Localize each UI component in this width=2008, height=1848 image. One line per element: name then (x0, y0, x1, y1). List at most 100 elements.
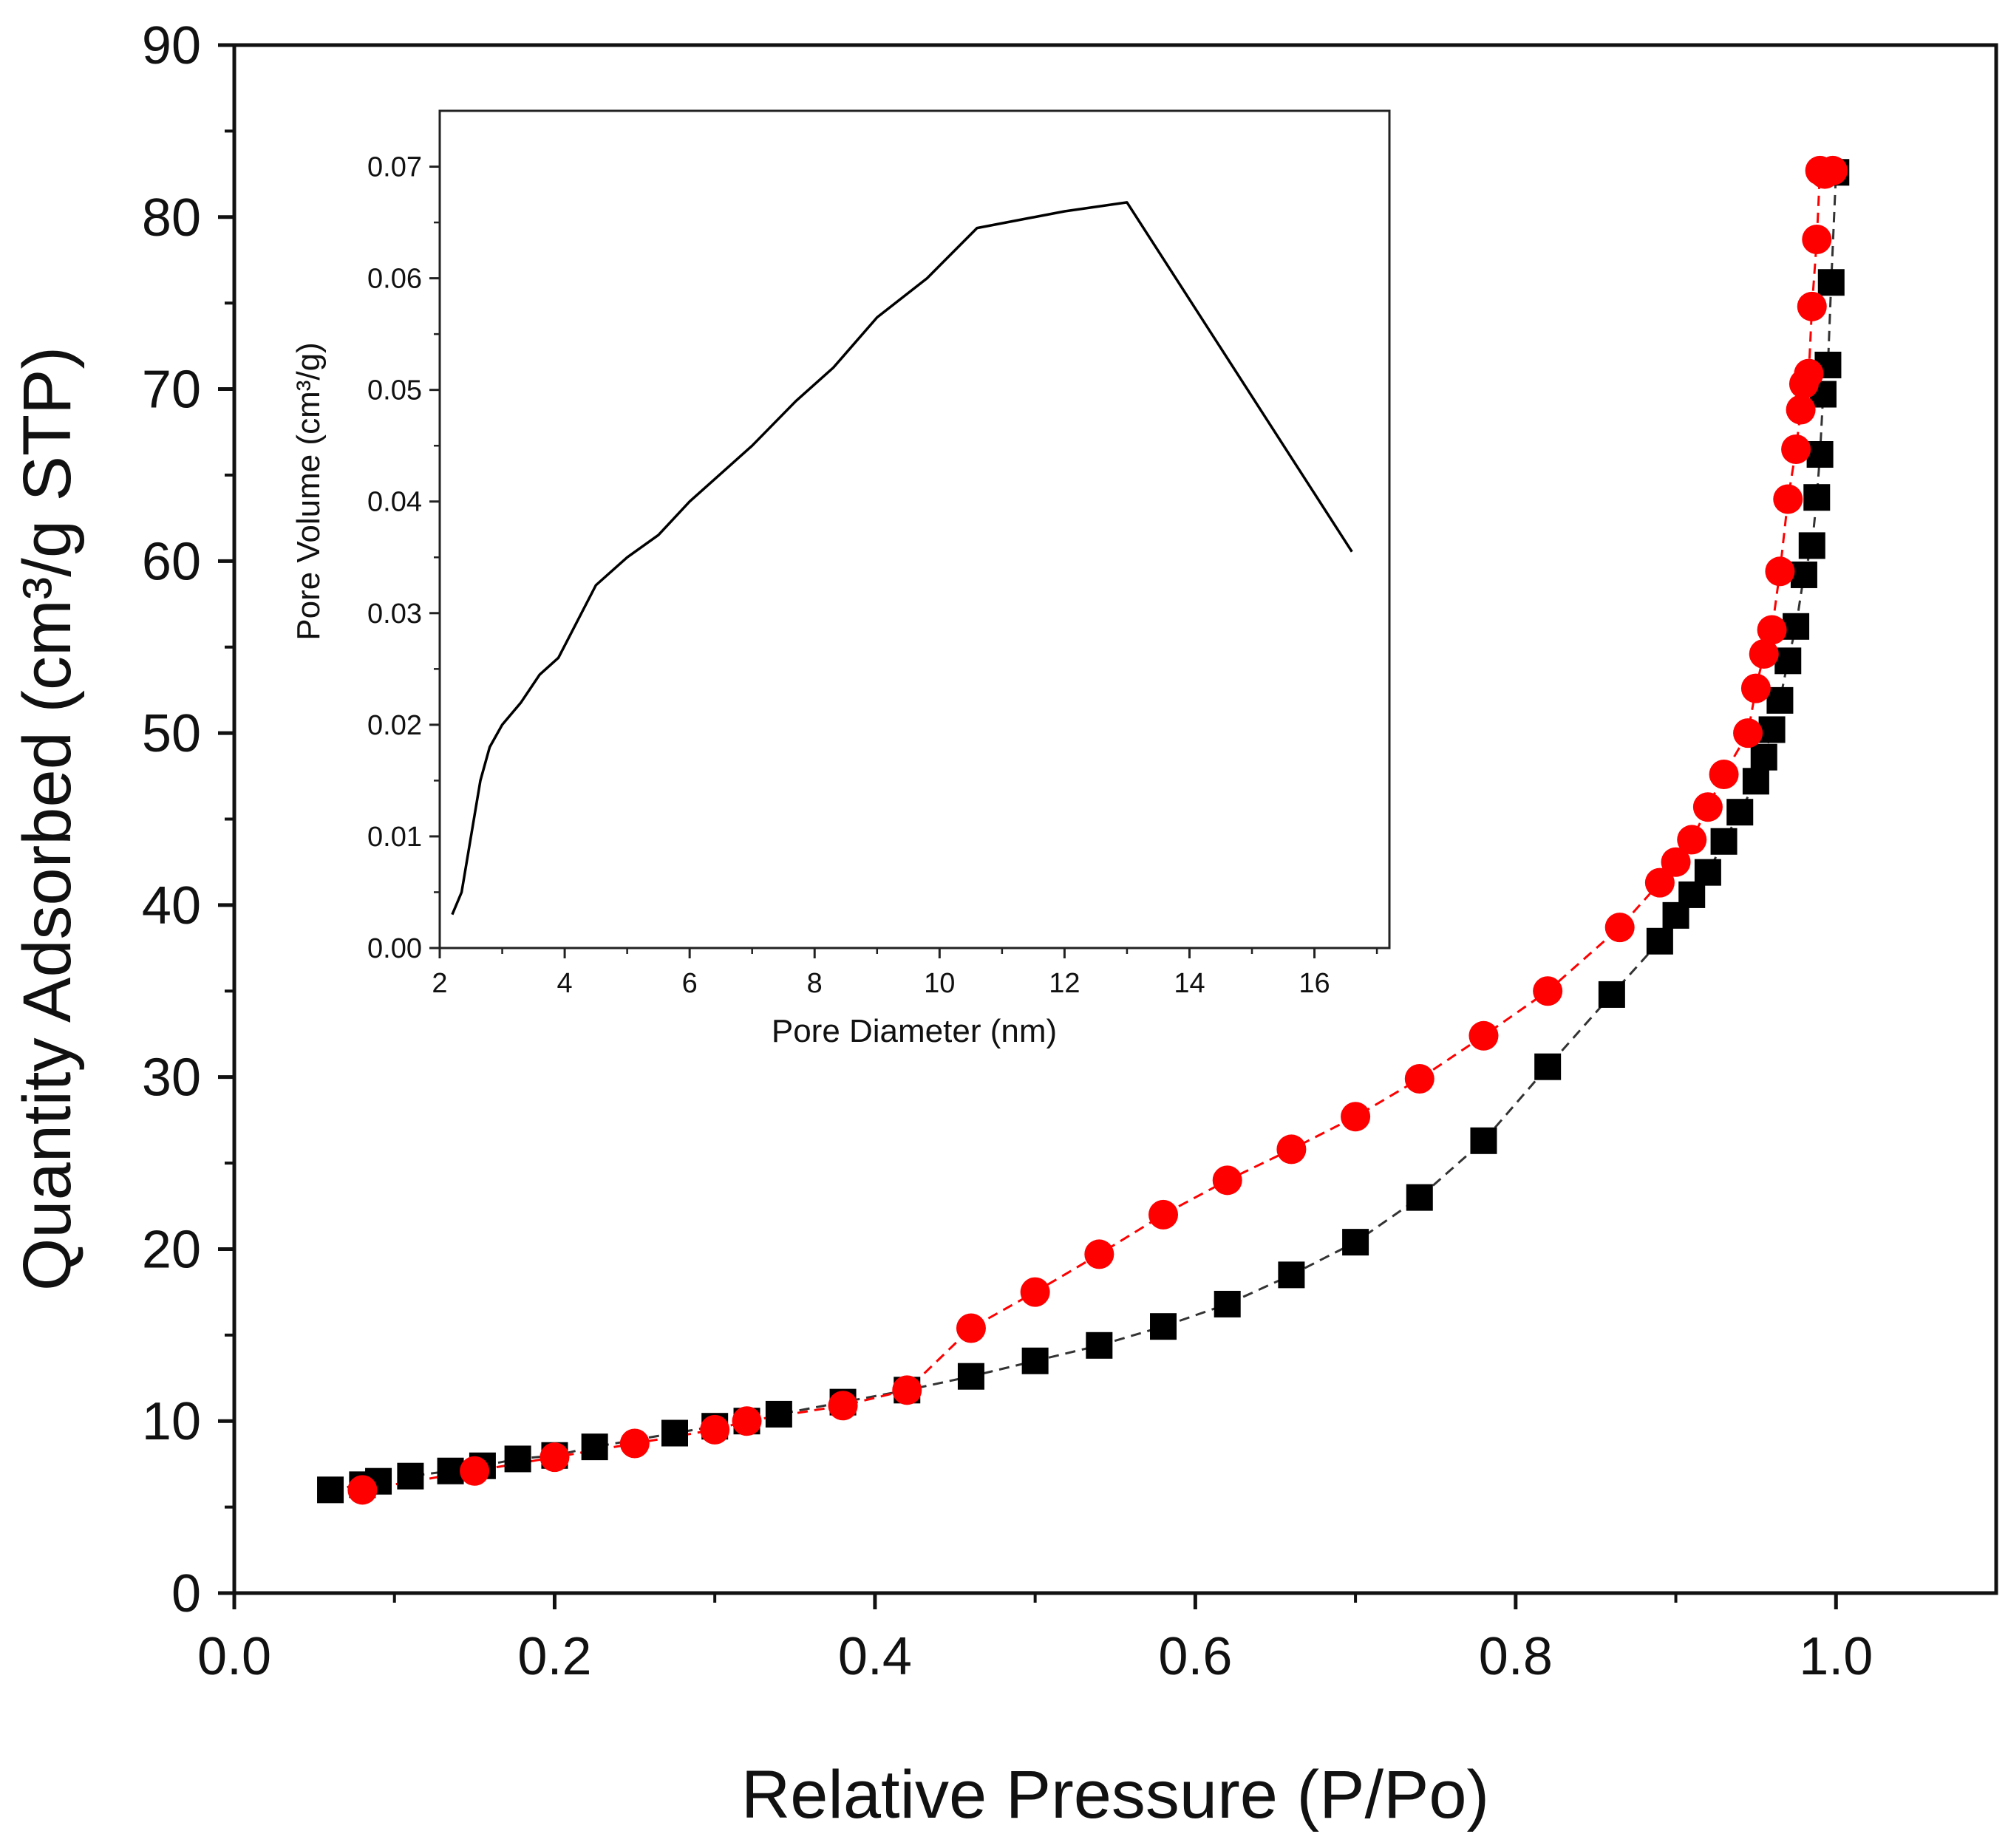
desorption-point (1468, 1020, 1499, 1051)
adsorption-point (1278, 1261, 1305, 1289)
main-axis-ticks: 0.0 0.2 0.4 0.6 0.8 1.0 0 10 20 30 40 50 60 70 80 90 (142, 16, 1873, 1686)
adsorption-point (1783, 613, 1810, 640)
desorption-point (1749, 639, 1779, 669)
inset-y-tick-label: 0.07 (367, 152, 422, 183)
adsorption-point (1150, 1313, 1177, 1340)
desorption-point (1341, 1102, 1371, 1132)
desorption-point (1740, 673, 1771, 703)
adsorption-point (581, 1433, 608, 1461)
inset-x-tick-label: 14 (1174, 968, 1205, 999)
desorption-point (1148, 1199, 1179, 1230)
desorption-point (732, 1406, 762, 1436)
inset-x-tick-label: 2 (432, 968, 447, 999)
adsorption-point (1710, 828, 1738, 855)
adsorption-point (1470, 1127, 1497, 1154)
main-y-tick-label: 70 (142, 361, 201, 420)
main-x-tick-label: 0.8 (1479, 1627, 1553, 1686)
adsorption-point (1694, 859, 1721, 886)
adsorption-point (1021, 1347, 1049, 1374)
inset-y-tick-label: 0.00 (367, 933, 422, 964)
desorption-point (1709, 759, 1739, 789)
inset-y-tick-label: 0.03 (367, 599, 422, 630)
adsorption-point (397, 1462, 424, 1490)
inset-y-tick-label: 0.01 (367, 822, 422, 853)
desorption-point (1604, 913, 1635, 943)
adsorption-point (765, 1400, 792, 1428)
main-y-tick-label: 40 (142, 876, 201, 935)
inset-x-tick-label: 10 (924, 968, 955, 999)
adsorption-point (1678, 881, 1706, 908)
desorption-point (892, 1375, 922, 1405)
inset-x-tick-label: 4 (557, 968, 573, 999)
main-y-tick-label: 60 (142, 532, 201, 591)
main-y-tick-label: 10 (142, 1392, 201, 1451)
adsorption-point (1726, 799, 1754, 826)
main-x-tick-label: 0.2 (517, 1627, 591, 1686)
adsorption-point (1803, 484, 1831, 511)
adsorption-point (1798, 532, 1825, 559)
desorption-point (619, 1428, 650, 1459)
desorption-point (1817, 155, 1848, 185)
desorption-point (1020, 1277, 1050, 1307)
adsorption-point (1758, 716, 1786, 743)
adsorption-point (957, 1363, 984, 1390)
inset-x-tick-label: 12 (1049, 968, 1080, 999)
desorption-point (1797, 291, 1827, 321)
adsorption-point (1790, 561, 1817, 588)
inset-plot-frame (438, 109, 1391, 949)
desorption-point (1757, 615, 1787, 645)
adsorption-point (317, 1476, 344, 1504)
inset-series-group (451, 201, 1353, 916)
desorption-point (1404, 1063, 1434, 1094)
adsorption-point (1342, 1229, 1369, 1256)
adsorption-point (1214, 1290, 1241, 1317)
main-x-tick-label: 0.4 (838, 1627, 912, 1686)
adsorption-line (330, 172, 1837, 1491)
main-series-group (317, 155, 1850, 1505)
main-y-tick-label: 80 (142, 188, 201, 248)
main-y-tick-label: 0 (171, 1564, 201, 1623)
desorption-point (828, 1391, 858, 1421)
desorption-point (1794, 358, 1824, 389)
desorption-point (1677, 825, 1707, 855)
adsorption-point (1817, 269, 1845, 296)
desorption-point (347, 1475, 378, 1505)
desorption-point (1781, 434, 1811, 465)
desorption-point (1765, 556, 1795, 587)
adsorption-point (437, 1457, 464, 1484)
desorption-point (1786, 395, 1816, 425)
main-y-axis-label: Quantity Adsorbed (cm³/g STP) (10, 347, 85, 1291)
inset-x-tick-label: 8 (807, 968, 823, 999)
main-y-tick-label: 50 (142, 704, 201, 763)
desorption-point (1533, 976, 1563, 1006)
main-y-tick-label: 20 (142, 1220, 201, 1279)
adsorption-point (504, 1445, 531, 1473)
main-x-tick-label: 0.0 (197, 1627, 271, 1686)
inset-x-axis-label: Pore Diameter (nm) (772, 1013, 1057, 1049)
desorption-point (1733, 718, 1763, 749)
main-x-tick-label: 1.0 (1799, 1627, 1873, 1686)
inset-y-tick-label: 0.04 (367, 487, 422, 518)
main-y-tick-label: 90 (142, 16, 201, 75)
adsorption-point (1750, 743, 1777, 771)
desorption-point (1084, 1239, 1114, 1269)
main-x-axis-label: Relative Pressure (P/Po) (741, 1757, 1489, 1832)
main-x-tick-label: 0.6 (1158, 1627, 1232, 1686)
inset-x-tick-label: 16 (1299, 968, 1330, 999)
inset-y-axis-label: Pore Volume (cm³/g) (290, 342, 327, 640)
adsorption-point (661, 1419, 688, 1447)
desorption-point (1212, 1165, 1242, 1196)
desorption-point (1692, 792, 1723, 822)
pore-size-distribution-line (451, 201, 1353, 916)
adsorption-point (1534, 1053, 1562, 1080)
adsorption-point (1406, 1184, 1433, 1211)
adsorption-point (1742, 768, 1769, 795)
desorption-point (1773, 484, 1803, 514)
adsorption-point (1646, 927, 1673, 955)
adsorption-point (1774, 647, 1802, 675)
adsorption-point (1598, 981, 1625, 1008)
main-y-tick-label: 30 (142, 1049, 201, 1108)
adsorption-point (1766, 686, 1794, 714)
